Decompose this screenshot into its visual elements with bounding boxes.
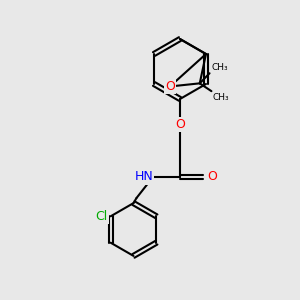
Text: Cl: Cl [95,210,108,223]
Text: CH₃: CH₃ [211,63,228,72]
Text: CH₃: CH₃ [213,93,230,102]
Text: O: O [165,80,175,93]
Text: HN: HN [134,170,153,184]
Text: O: O [207,170,217,184]
Text: O: O [175,118,185,131]
